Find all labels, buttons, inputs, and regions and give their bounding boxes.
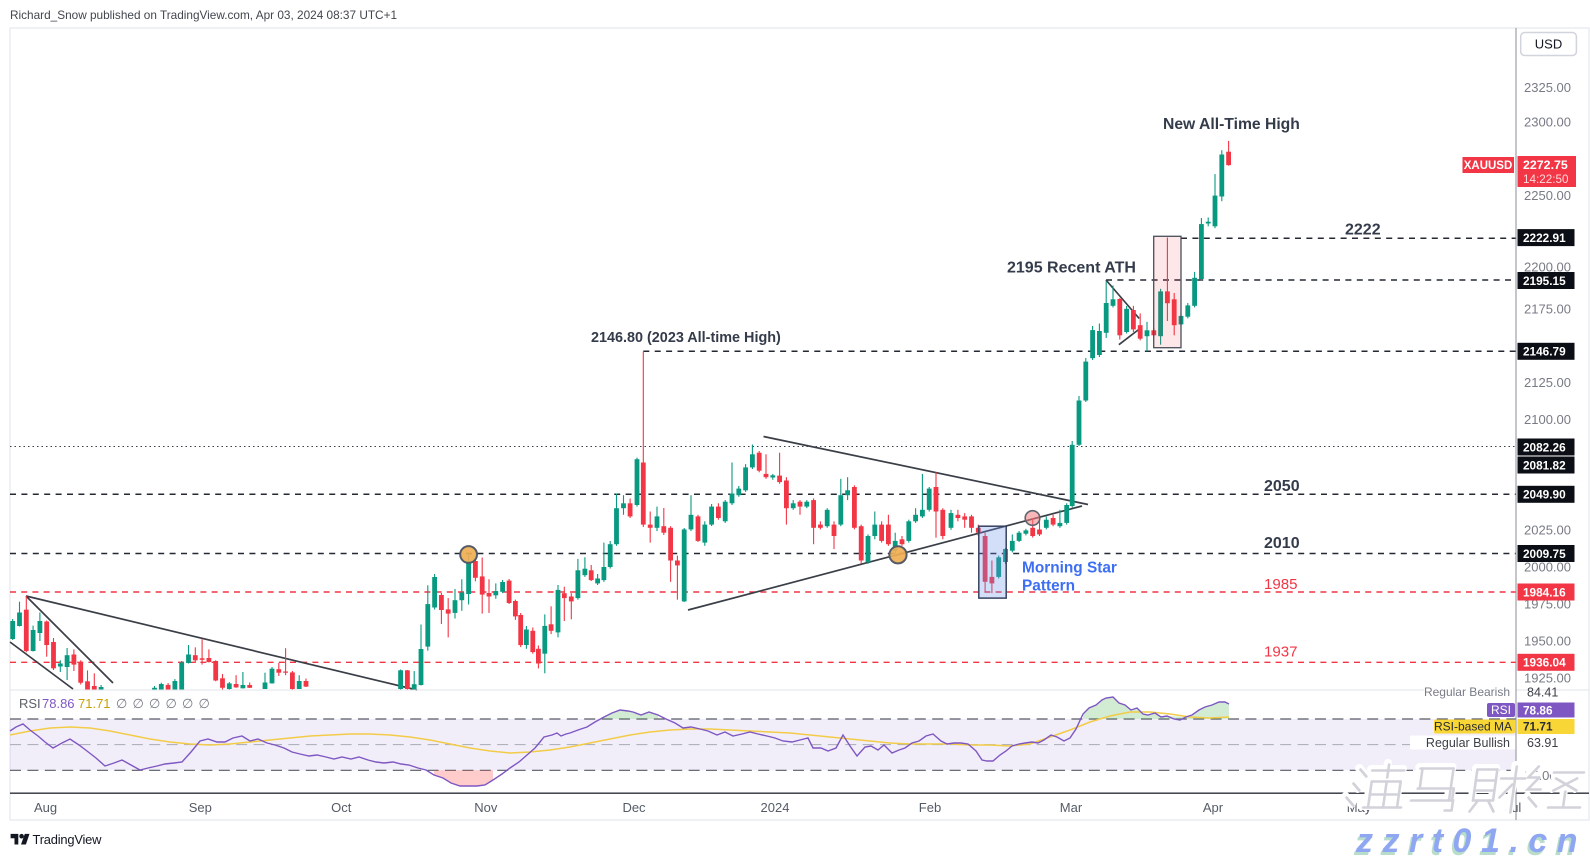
svg-text:2125.00: 2125.00: [1524, 375, 1571, 390]
svg-text:∅: ∅: [149, 696, 160, 711]
svg-text:2146.80 (2023 All-time High): 2146.80 (2023 All-time High): [591, 330, 781, 346]
svg-text:63.91: 63.91: [1527, 736, 1558, 750]
svg-text:zzrt01.cn: zzrt01.cn: [1353, 825, 1585, 857]
svg-text:∅: ∅: [166, 696, 177, 711]
svg-text:2325.00: 2325.00: [1524, 80, 1571, 95]
svg-text:TradingView: TradingView: [33, 832, 103, 847]
svg-text:2024: 2024: [761, 800, 790, 815]
svg-text:2100.00: 2100.00: [1524, 412, 1571, 427]
svg-text:∅: ∅: [116, 696, 127, 711]
svg-text:RSI: RSI: [19, 696, 41, 711]
svg-text:2009.75: 2009.75: [1523, 547, 1566, 561]
svg-text:2200.00: 2200.00: [1524, 260, 1571, 275]
svg-text:Mar: Mar: [1060, 800, 1083, 815]
svg-text:78.86: 78.86: [42, 696, 75, 711]
svg-text:Morning Star: Morning Star: [1022, 560, 1117, 577]
svg-text:Oct: Oct: [331, 800, 352, 815]
svg-text:RSI: RSI: [1491, 703, 1511, 717]
svg-text:∅: ∅: [182, 696, 193, 711]
svg-text:84.41: 84.41: [1527, 686, 1558, 700]
svg-text:1936.04: 1936.04: [1523, 656, 1566, 670]
svg-text:2175.00: 2175.00: [1524, 302, 1571, 317]
svg-text:2300.00: 2300.00: [1524, 115, 1571, 130]
svg-text:∅: ∅: [133, 696, 144, 711]
svg-text:RSI-based MA: RSI-based MA: [1434, 720, 1512, 734]
svg-text:78.86: 78.86: [1523, 703, 1553, 717]
svg-text:2195.15: 2195.15: [1523, 274, 1566, 288]
svg-text:1985: 1985: [1264, 576, 1298, 593]
svg-text:1925.00: 1925.00: [1524, 671, 1571, 686]
svg-text:XAUUSD: XAUUSD: [1464, 160, 1513, 172]
svg-text:2050: 2050: [1264, 478, 1300, 495]
svg-text:∅: ∅: [199, 696, 210, 711]
svg-text:Nov: Nov: [474, 800, 498, 815]
svg-text:2195 Recent ATH: 2195 Recent ATH: [1007, 260, 1136, 277]
svg-text:Pattern: Pattern: [1022, 578, 1075, 595]
svg-text:Feb: Feb: [919, 800, 941, 815]
svg-text:1984.16: 1984.16: [1523, 585, 1566, 599]
svg-text:2081.82: 2081.82: [1523, 458, 1566, 472]
svg-text:2222.91: 2222.91: [1523, 231, 1566, 245]
svg-text:1950.00: 1950.00: [1524, 634, 1571, 649]
svg-text:14:22:50: 14:22:50: [1523, 173, 1569, 186]
svg-text:Aug: Aug: [34, 800, 57, 815]
svg-text:Apr: Apr: [1203, 800, 1224, 815]
svg-text:New All-Time High: New All-Time High: [1163, 116, 1300, 133]
svg-text:Richard_Snow published on Trad: Richard_Snow published on TradingView.co…: [10, 8, 397, 22]
svg-text:2010: 2010: [1264, 535, 1300, 552]
svg-text:USD: USD: [1535, 37, 1562, 52]
svg-text:2250.00: 2250.00: [1524, 188, 1571, 203]
svg-text:71.71: 71.71: [1523, 720, 1553, 734]
svg-text:Regular Bullish: Regular Bullish: [1426, 736, 1510, 750]
svg-text:Regular Bearish: Regular Bearish: [1424, 685, 1510, 699]
svg-text:2272.75: 2272.75: [1523, 158, 1568, 172]
svg-text:2000.00: 2000.00: [1524, 560, 1571, 575]
svg-text:2049.90: 2049.90: [1523, 488, 1566, 502]
svg-text:2025.00: 2025.00: [1524, 523, 1571, 538]
svg-text:2146.79: 2146.79: [1523, 345, 1566, 359]
svg-text:1937: 1937: [1264, 644, 1298, 661]
svg-text:zzrt01.cn: zzrt01.cn: [1355, 822, 1587, 857]
svg-text:2222: 2222: [1345, 221, 1381, 238]
svg-text:Dec: Dec: [622, 800, 646, 815]
svg-text:2082.26: 2082.26: [1523, 440, 1566, 454]
svg-text:Sep: Sep: [189, 800, 212, 815]
svg-text:71.71: 71.71: [78, 696, 111, 711]
